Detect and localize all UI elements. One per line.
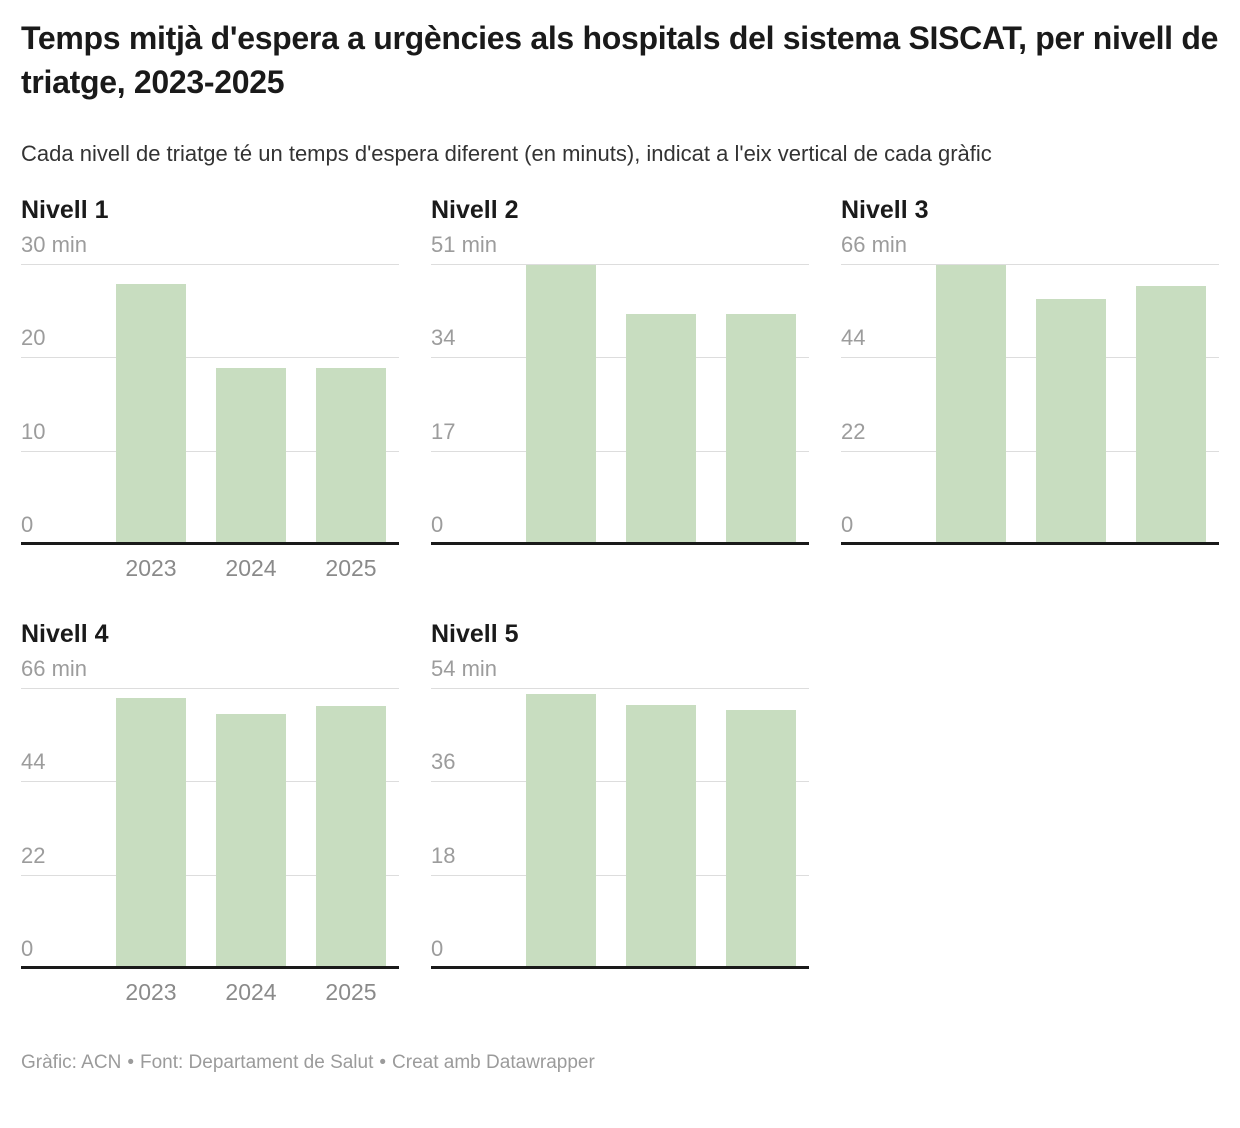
chart-plot: 0 22 44 66 min (841, 233, 1219, 545)
gridline (21, 357, 399, 359)
bar-2023 (116, 283, 186, 545)
y-tick-label: 0 (841, 512, 854, 537)
y-tick-label: 22 (841, 418, 866, 444)
chart-footer: Gràfic: ACN • Font: Departament de Salut • C… (21, 1051, 1219, 1075)
x-tick-label: 2023 (125, 979, 177, 1005)
bar-2024 (216, 367, 286, 545)
page-title: Temps mitjà d'espera a urgències als hos… (21, 20, 1219, 100)
x-axis-baseline (21, 542, 399, 545)
chart-title: Nivell 5 (431, 620, 519, 648)
footer-datawrapper-credit[interactable]: Creat amb Datawrapper (392, 1052, 595, 1073)
y-tick-label: 44 (21, 749, 46, 775)
gridline (431, 450, 809, 452)
y-tick-label: 44 (841, 325, 866, 351)
chart-title: Nivell 1 (21, 196, 109, 224)
bar-2024 (626, 704, 696, 969)
gridline (21, 781, 399, 783)
y-tick-label: 36 (431, 749, 456, 775)
x-axis-baseline (841, 542, 1219, 545)
x-axis-labels: 2023 2024 2025 (21, 545, 399, 583)
gridline (21, 264, 399, 265)
chart: Nivell 5 0 18 36 54 min (431, 621, 809, 1007)
y-tick-label: 17 (431, 418, 456, 444)
chart-plot: 0 18 36 54 min (431, 657, 809, 969)
chart-title: Nivell 2 (431, 196, 519, 224)
chart-plot: 0 10 20 30 min (21, 233, 399, 545)
x-axis-labels (431, 969, 809, 1007)
chart-title: Nivell 4 (21, 620, 109, 648)
y-tick-label: 54 min (431, 656, 498, 681)
footer-separator: • (379, 1052, 387, 1073)
x-tick-label: 2025 (325, 979, 377, 1005)
gridline (431, 357, 809, 359)
x-tick-label: 2024 (225, 979, 277, 1005)
y-tick-label: 20 (21, 325, 46, 351)
gridline (21, 450, 399, 452)
chart-plot: 0 22 44 66 min (21, 657, 399, 969)
bar-2024 (1036, 298, 1106, 545)
chart: Nivell 4 0 22 44 66 min 2023 2024 2025 (21, 621, 399, 1007)
y-tick-label: 10 (21, 418, 46, 444)
bar-2023 (526, 265, 596, 545)
x-axis-baseline (431, 542, 809, 545)
gridline (841, 450, 1219, 452)
bar-2023 (526, 694, 596, 969)
gridline (431, 688, 809, 689)
chart-plot: 0 17 34 51 min (431, 233, 809, 545)
x-tick-label: 2023 (125, 555, 177, 581)
footer-credit: Gràfic: ACN (21, 1052, 122, 1073)
x-axis-labels (841, 545, 1219, 583)
chart: Nivell 2 0 17 34 51 min (431, 197, 809, 583)
gridline (431, 874, 809, 876)
bar-2025 (726, 709, 796, 969)
bar-2025 (726, 314, 796, 545)
bar-2023 (116, 697, 186, 969)
footer-separator: • (127, 1052, 134, 1073)
gridline (21, 874, 399, 876)
y-tick-label: 34 (431, 325, 456, 351)
chart: Nivell 1 0 10 20 30 min 2023 2024 2025 (21, 197, 399, 583)
gridline (431, 264, 809, 265)
y-tick-label: 66 min (21, 656, 88, 681)
y-tick-label: 66 min (841, 232, 908, 257)
y-tick-label: 51 min (431, 232, 498, 257)
gridline (21, 688, 399, 689)
footer-source: Font: Departament de Salut (139, 1052, 374, 1073)
bar-2025 (316, 367, 386, 545)
y-tick-label: 18 (431, 842, 456, 868)
chart-title: Nivell 3 (841, 196, 929, 224)
y-tick-label: 0 (431, 512, 444, 537)
gridline (431, 781, 809, 783)
bar-2025 (1136, 286, 1206, 545)
page-subtitle: Cada nivell de triatge té un temps d'esp… (21, 141, 992, 166)
y-tick-label: 0 (431, 936, 444, 961)
bar-2024 (216, 714, 286, 969)
y-tick-label: 30 min (21, 232, 88, 257)
y-tick-label: 0 (21, 936, 34, 961)
gridline (841, 264, 1219, 265)
x-axis-labels (431, 545, 809, 583)
bar-2024 (626, 314, 696, 545)
x-axis-baseline (431, 966, 809, 969)
chart: Nivell 3 0 22 44 66 min (841, 197, 1219, 583)
y-tick-label: 22 (21, 842, 46, 868)
bar-2025 (316, 705, 386, 969)
x-axis-baseline (21, 966, 399, 969)
y-tick-label: 0 (21, 512, 34, 537)
bar-2023 (936, 265, 1006, 545)
x-tick-label: 2024 (225, 555, 277, 581)
charts-grid: Nivell 1 0 10 20 30 min 2023 2024 2025 Nivell… (21, 197, 1219, 1007)
gridline (841, 357, 1219, 359)
x-tick-label: 2025 (325, 555, 377, 581)
x-axis-labels: 2023 2024 2025 (21, 969, 399, 1007)
